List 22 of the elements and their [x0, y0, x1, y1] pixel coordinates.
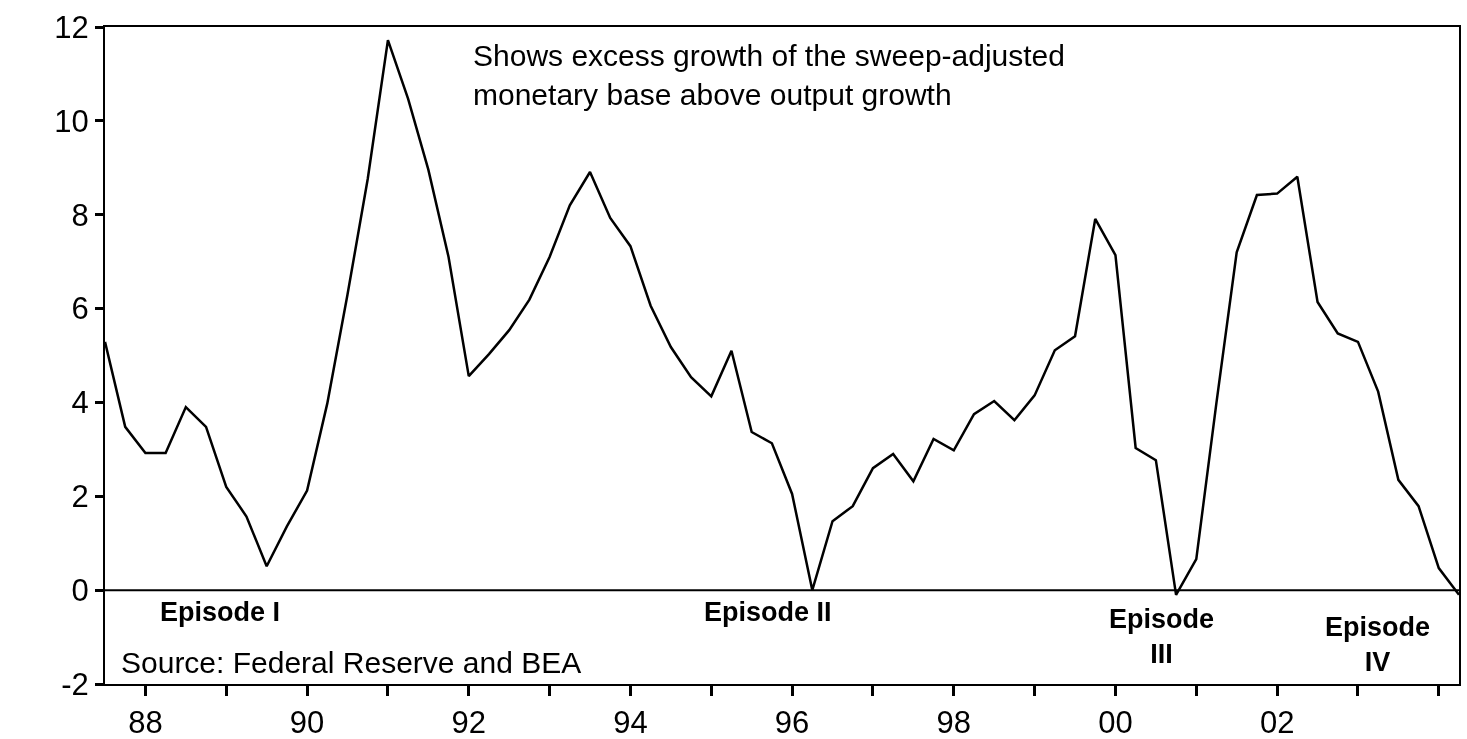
x-tick-label: 90	[289, 705, 325, 739]
x-tick-label: 88	[128, 705, 163, 739]
annotation: Source: Federal Reserve and BEA	[121, 646, 582, 679]
y-tick-label: 10	[54, 103, 89, 139]
annotation: Episode II	[704, 597, 832, 627]
y-tick-label: -2	[61, 666, 89, 702]
annotation: Episode III	[1109, 604, 1215, 670]
annotation: Episode IV	[1325, 612, 1431, 678]
x-tick-label: 96	[774, 705, 810, 739]
x-tick-label: 02	[1259, 705, 1295, 739]
x-tick-label: 94	[613, 705, 648, 739]
annotation: Episode I	[160, 597, 281, 627]
y-tick-label: 12	[54, 9, 89, 45]
annotation: Shows excess growth of the sweep-adjusted monetary base above output growth	[473, 39, 1065, 111]
x-tick-label: 98	[936, 705, 972, 739]
y-tick-label: 6	[71, 291, 89, 327]
y-tick-label: 8	[71, 197, 89, 233]
y-tick-label: 2	[71, 479, 89, 515]
y-tick-label: 0	[71, 572, 89, 608]
y-tick-label: 4	[71, 385, 89, 421]
x-tick-label: 00	[1098, 705, 1133, 739]
x-tick-label: 92	[451, 705, 486, 739]
